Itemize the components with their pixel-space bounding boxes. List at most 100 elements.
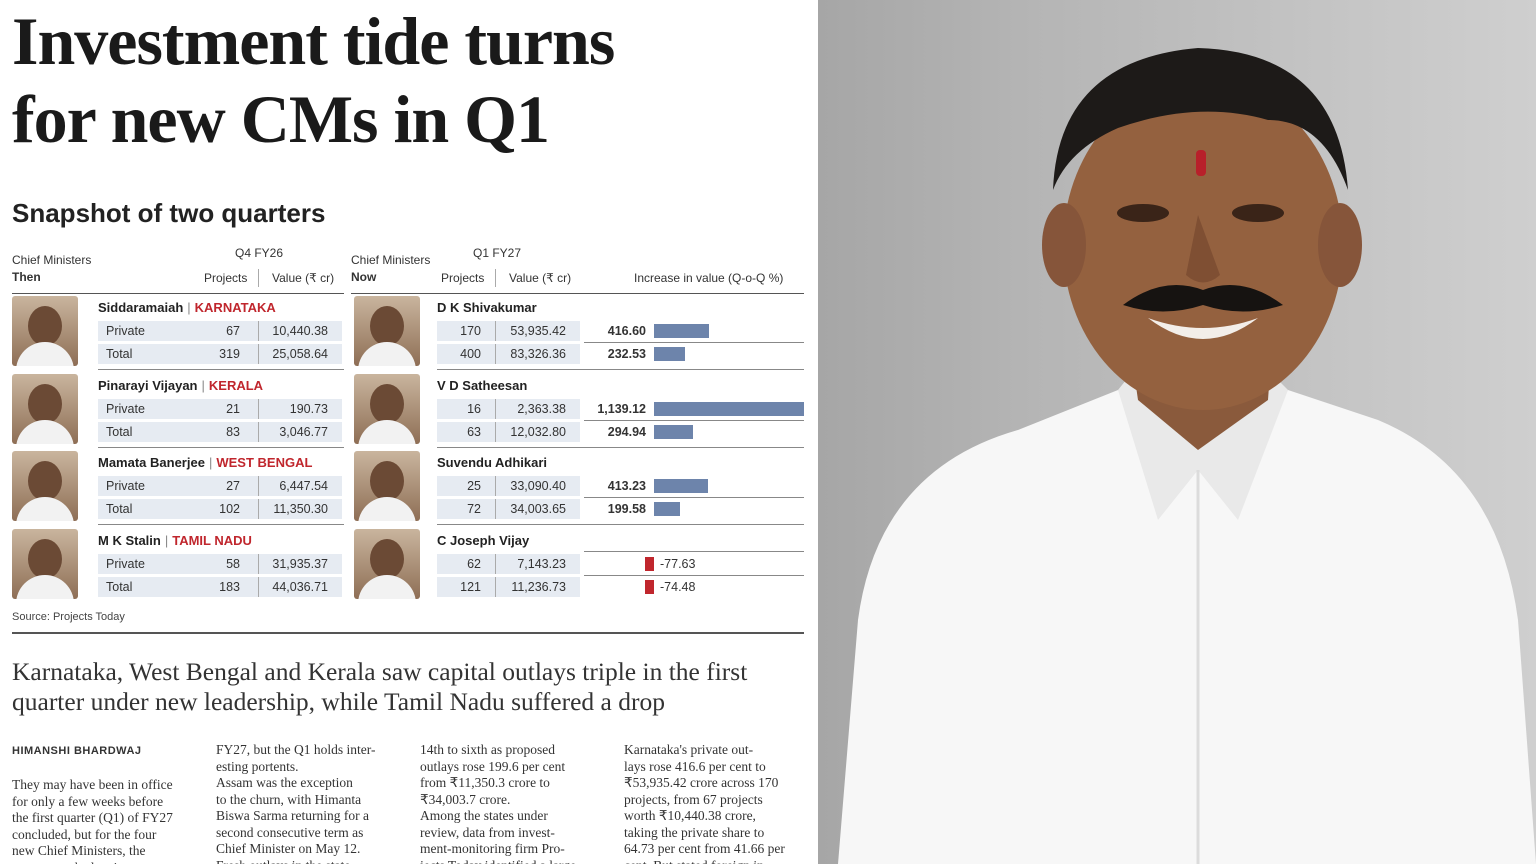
private-increase-bar	[654, 401, 804, 416]
section-rule	[12, 632, 804, 634]
total-label: Total	[106, 347, 133, 361]
row-separator	[437, 446, 804, 448]
then-cm-photo	[12, 528, 78, 599]
state-name: TAMIL NADU	[172, 532, 252, 548]
now-cm-name: C Joseph Vijay	[437, 532, 530, 548]
face-shape	[370, 306, 404, 346]
cell-divider	[495, 321, 496, 341]
cell-divider	[495, 398, 496, 419]
private-row-background	[98, 398, 342, 419]
face-shape	[28, 306, 62, 346]
total-row-background	[98, 344, 342, 364]
now-label: Chief Ministers	[351, 253, 431, 267]
cell-divider	[495, 553, 496, 574]
private-then-value: 31,935.37	[272, 556, 328, 571]
cell-divider	[258, 398, 259, 419]
cell-divider	[258, 476, 259, 496]
private-then-value: 6,447.54	[279, 479, 328, 493]
private-now-projects: 170	[460, 324, 481, 338]
header-rule	[351, 293, 804, 294]
byline: HIMANSHI BHARDWAJ	[12, 745, 142, 757]
then-projects-header: Projects	[204, 271, 248, 285]
now-cm-photo	[354, 373, 420, 444]
portrait-illustration	[838, 48, 1536, 864]
now-cm-name: D K Shivakumar	[437, 300, 537, 315]
then-cm-name: Pinarayi Vijayan | KERALA	[98, 378, 263, 393]
total-row-background	[437, 499, 580, 519]
total-increase-value: 199.58	[607, 502, 646, 516]
private-label: Private	[106, 324, 145, 338]
total-row-background	[98, 499, 342, 519]
name-separator: |	[164, 532, 169, 548]
name-separator: |	[201, 377, 205, 393]
row-rule	[584, 419, 804, 421]
total-increase-value: 294.94	[607, 424, 646, 439]
then-label: Chief Ministers	[12, 253, 92, 267]
total-now-projects: 121	[460, 579, 481, 594]
q4-label: Q4 FY26	[235, 246, 284, 260]
header-divider	[495, 269, 496, 287]
now-cm-name: V D Satheesan	[437, 377, 528, 393]
private-row-background	[98, 553, 342, 574]
private-now-projects: 25	[467, 479, 481, 493]
private-label: Private	[106, 479, 145, 493]
cell-divider	[495, 476, 496, 496]
private-row-background	[437, 398, 580, 419]
row-separator	[98, 369, 344, 370]
face-shape	[370, 538, 404, 579]
private-increase-bar	[654, 324, 709, 338]
private-then-projects: 27	[226, 479, 240, 493]
total-label: Total	[106, 502, 133, 516]
then-sublabel: Then	[12, 270, 41, 284]
row-separator	[98, 524, 344, 525]
private-label: Private	[106, 556, 145, 571]
row-rule	[584, 497, 804, 498]
newspaper-clipping: Investment tide turns for new CMs in Q1 …	[12, 3, 804, 864]
portrait-photo	[818, 0, 1536, 864]
article-column-4: Karnataka's private out- lays rose 416.6…	[624, 742, 785, 864]
row-rule	[584, 342, 804, 343]
state-name: KARNATAKA	[194, 300, 276, 315]
cell-divider	[495, 344, 496, 364]
private-row-background	[98, 476, 342, 496]
shirt-shape	[358, 574, 416, 599]
private-increase-value: 1,139.12	[597, 401, 646, 416]
private-increase-value: 413.23	[607, 479, 646, 493]
total-then-value: 25,058.64	[272, 347, 328, 361]
private-row-background	[437, 476, 580, 496]
private-then-projects: 67	[226, 324, 240, 338]
article-column-1: They may have been in office for only a …	[12, 777, 173, 864]
now-cm-photo	[354, 528, 420, 599]
shirt-shape	[16, 419, 74, 444]
q1-label: Q1 FY27	[473, 246, 522, 260]
shirt-shape	[16, 497, 74, 521]
private-then-projects: 58	[226, 556, 240, 571]
total-decrease-bar	[645, 579, 654, 594]
total-now-projects: 63	[467, 424, 481, 439]
total-increase-bar	[654, 424, 693, 439]
now-value-header: Value (₹ cr)	[509, 271, 572, 285]
then-value-header: Value (₹ cr)	[272, 271, 335, 285]
total-row-background	[437, 421, 580, 442]
row-rule	[584, 574, 804, 576]
private-now-value: 33,090.40	[510, 479, 566, 493]
private-increase-value: -77.63	[660, 556, 696, 571]
total-row-background	[98, 576, 342, 597]
state-name: WEST BENGAL	[216, 455, 313, 470]
total-then-value: 3,046.77	[279, 424, 328, 439]
cell-divider	[258, 553, 259, 574]
cell-divider	[258, 576, 259, 597]
face-shape	[370, 383, 404, 424]
total-now-value: 83,326.36	[510, 347, 566, 361]
private-decrease-bar	[645, 556, 654, 571]
shirt-shape	[358, 342, 416, 366]
total-increase-bar	[654, 347, 685, 361]
article-column-2: FY27, but the Q1 holds inter- esting por…	[216, 742, 376, 864]
face-shape	[28, 383, 62, 424]
article-column-3: 14th to sixth as proposed outlays rose 1…	[420, 742, 576, 864]
private-label: Private	[106, 401, 145, 416]
now-sublabel: Now	[351, 270, 377, 284]
row-rule	[584, 550, 804, 552]
source-note: Source: Projects Today	[12, 611, 125, 623]
cell-divider	[495, 499, 496, 519]
